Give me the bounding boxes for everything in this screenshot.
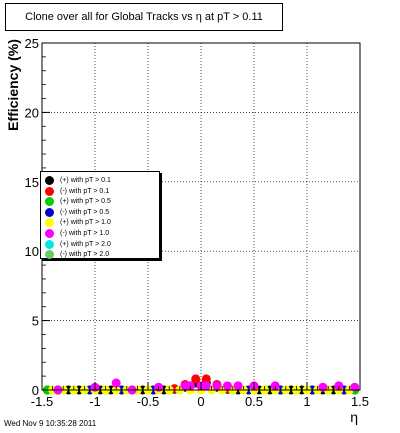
legend-entry: (-) with pT > 2.0 bbox=[45, 249, 109, 260]
x-tick-label: -1.5 bbox=[31, 394, 53, 409]
legend-marker bbox=[45, 239, 54, 249]
point-with-pt-1-0 bbox=[185, 381, 195, 391]
y-tick-label: 0 bbox=[32, 383, 39, 398]
x-tick-label: 1.5 bbox=[351, 394, 369, 409]
ticks-layer: -1.5 -1 -0.5 0 0.5 1 1.5 0 5 10 15 20 25 bbox=[25, 36, 370, 409]
y-tick-label: 10 bbox=[25, 244, 39, 259]
legend-label: (+) with pT > 0.5 bbox=[60, 198, 111, 206]
legend-marker bbox=[45, 176, 54, 185]
legend-label: (+) with pT > 1.0 bbox=[60, 219, 111, 227]
x-tick-label: 0 bbox=[197, 394, 204, 409]
grid-layer bbox=[42, 43, 360, 390]
x-tick-label: 1 bbox=[303, 394, 310, 409]
point-with-pt-1-0 bbox=[212, 381, 222, 391]
timestamp-footer: Wed Nov 9 10:35:28 2011 bbox=[4, 419, 97, 428]
chart-title: Clone over all for Global Tracks vs η at… bbox=[25, 11, 263, 23]
legend-entry: (+) with pT > 0.5 bbox=[45, 196, 111, 207]
legend-marker bbox=[45, 197, 54, 207]
legend-label: (+) with pT > 0.1 bbox=[60, 177, 111, 184]
legend-entry: (+) with pT > 1.0 bbox=[45, 217, 111, 228]
y-axis-label: Efficiency (%) bbox=[5, 39, 21, 131]
legend-entry: (-) with pT > 0.5 bbox=[45, 207, 109, 218]
chart-title-box: Clone over all for Global Tracks vs η at… bbox=[5, 3, 283, 31]
legend-label: (-) with pT > 2.0 bbox=[60, 251, 110, 259]
legend-marker bbox=[45, 218, 54, 228]
legend-entry: (-) with pT > 1.0 bbox=[45, 228, 109, 239]
point-with-pt-1-0 bbox=[318, 382, 328, 392]
x-tick-label: 0.5 bbox=[245, 394, 263, 409]
legend-marker bbox=[45, 207, 54, 217]
y-tick-label: 5 bbox=[32, 314, 39, 329]
legend-marker bbox=[45, 186, 54, 196]
legend-label: (-) with pT > 0.1 bbox=[60, 187, 110, 195]
point-with-pt-1-0 bbox=[270, 381, 280, 391]
x-tick-label: -0.5 bbox=[137, 394, 159, 409]
legend-label: (-) with pT > 0.5 bbox=[60, 208, 110, 216]
legend-entry: (+) with pT > 2.0 bbox=[45, 239, 111, 250]
legend-label: (+) with pT > 2.0 bbox=[60, 240, 111, 248]
x-axis-label: η bbox=[350, 409, 358, 425]
x-tick-label: -1 bbox=[89, 394, 101, 409]
legend-label: (-) with pT > 1.0 bbox=[60, 230, 110, 237]
point-with-pt-1-0 bbox=[201, 381, 211, 391]
legend: (+) with pT > 0.1 (-) with pT > 0.1 (+) wi… bbox=[40, 171, 160, 260]
point-with-pt-1-0 bbox=[233, 381, 243, 391]
legend-entry: (+) with pT > 0.1 bbox=[45, 175, 111, 186]
y-tick-label: 25 bbox=[25, 36, 39, 51]
point-with-pt-0-1 bbox=[191, 374, 201, 384]
legend-marker bbox=[45, 250, 54, 260]
legend-entry: (-) with pT > 0.1 bbox=[45, 186, 109, 197]
point-with-pt-1-0 bbox=[334, 381, 344, 391]
y-tick-label: 15 bbox=[25, 175, 39, 190]
point-with-pt-1-0 bbox=[223, 381, 232, 391]
point-with-pt-1-0 bbox=[111, 378, 121, 388]
point-with-pt-0-1 bbox=[201, 374, 211, 384]
legend-marker bbox=[45, 229, 54, 238]
y-tick-label: 20 bbox=[25, 105, 39, 120]
point-with-pt-1-0 bbox=[350, 382, 360, 392]
